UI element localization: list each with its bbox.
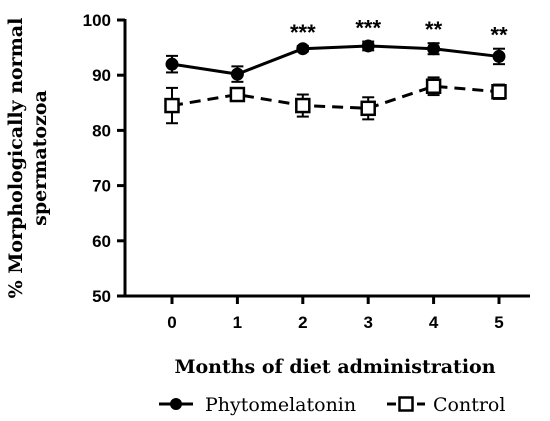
x-axis-title: Months of diet administration: [174, 356, 495, 378]
data-point: [492, 49, 506, 63]
data-point: [296, 42, 310, 56]
x-tick-label: 3: [363, 313, 372, 332]
legend-label-phytomelatonin: Phytomelatonin: [205, 394, 356, 416]
data-point: [165, 57, 179, 71]
y-axis-title: % Morphologically normal spermatozoa: [5, 18, 51, 299]
x-tick-label: 0: [167, 313, 176, 332]
data-point: [491, 84, 507, 100]
legend: Phytomelatonin Control: [159, 394, 505, 416]
y-tick-label: 90: [92, 66, 111, 85]
data-point: [427, 42, 441, 56]
data-point: [360, 100, 376, 117]
y-tick-label: 80: [92, 121, 111, 140]
y-tick-label: 70: [92, 177, 111, 196]
y-tick-label: 60: [92, 232, 111, 251]
x-tick-label: 1: [233, 313, 242, 332]
x-tick-label: 4: [429, 313, 439, 332]
y-axis-title-line-1: % Morphologically normal: [5, 18, 27, 299]
significance-label: **: [425, 17, 443, 42]
x-tick-label: 2: [298, 313, 307, 332]
legend-label-control: Control: [433, 394, 505, 416]
legend-marker-control: [398, 396, 414, 412]
y-tick-label: 100: [83, 11, 111, 30]
data-point: [229, 86, 246, 103]
x-tick-label: 5: [494, 313, 503, 332]
data-point: [164, 97, 180, 114]
significance-label: ***: [290, 20, 316, 45]
series-line-phytomelatonin: [171, 44, 500, 76]
y-tick-label: 50: [92, 287, 111, 306]
significance-label: **: [490, 23, 508, 48]
data-point: [230, 67, 244, 81]
series-line-control: [171, 84, 500, 110]
data-point: [361, 39, 375, 53]
significance-label: ***: [355, 16, 381, 41]
data-point: [425, 78, 442, 94]
legend-marker-phytomelatonin: [170, 398, 182, 410]
y-axis-title-line-2: spermatozoa: [29, 90, 51, 226]
data-point: [295, 97, 311, 114]
